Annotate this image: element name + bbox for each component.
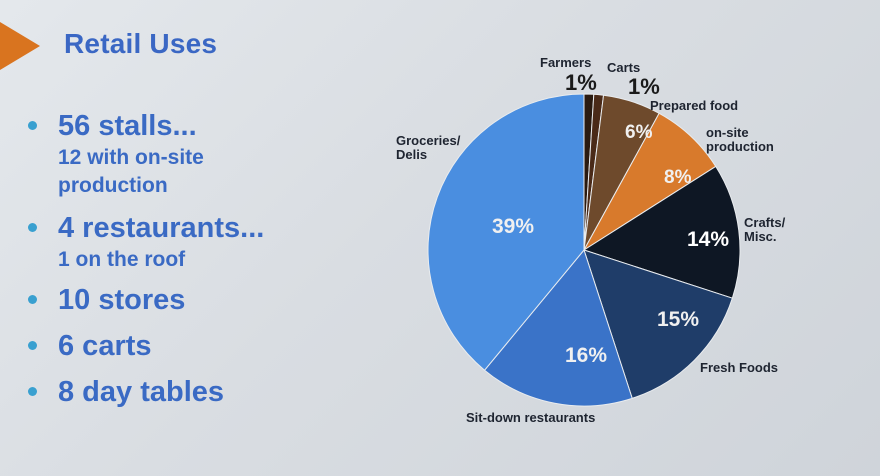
bullet-dot <box>28 121 37 130</box>
pie-slice-fresh-foods <box>583 249 733 399</box>
bullet-sub: production <box>58 174 168 197</box>
pie-value-label: 15% <box>657 308 699 331</box>
pie-category-label: Carts <box>607 60 640 75</box>
pie-value-label: 1% <box>628 74 660 99</box>
pie-slice-groceries-delis <box>427 93 585 371</box>
slide-title: Retail Uses <box>64 28 218 59</box>
pie-value-label: 8% <box>664 167 692 188</box>
title-arrow <box>0 22 40 70</box>
pie-value-label: 16% <box>565 344 607 367</box>
pie-category-label: Farmers <box>540 55 591 70</box>
pie-value-label: 6% <box>625 122 653 143</box>
pie-value-label: 39% <box>492 215 534 238</box>
pie-category-label: Groceries/Delis <box>396 133 461 162</box>
pie-value-label: 1% <box>565 70 597 95</box>
bullet-dot <box>28 341 37 350</box>
pie-category-label: Prepared food <box>650 98 738 113</box>
bullet-carts: 6 carts <box>22 328 362 364</box>
pie-category-label: Sit-down restaurants <box>466 410 595 425</box>
bullet-main: 6 carts <box>58 330 152 362</box>
bullet-stores: 10 stores <box>22 282 362 318</box>
bullet-main: 4 restaurants... <box>58 212 265 244</box>
bullet-day-tables: 8 day tables <box>22 374 362 410</box>
bullet-main: 8 day tables <box>58 376 225 408</box>
pie-category-label: Crafts/Misc. <box>744 215 786 244</box>
pie-slices <box>427 93 741 407</box>
bullet-dot <box>28 295 37 304</box>
pie-slice-crafts-misc <box>582 165 741 299</box>
pie-category-label: Fresh Foods <box>700 360 778 375</box>
bullet-stalls: 56 stalls... 12 with on-site production <box>22 108 362 200</box>
bullet-restaurants: 4 restaurants... 1 on the roof <box>22 210 362 274</box>
bullet-list: 56 stalls... 12 with on-site production … <box>22 108 362 410</box>
pie-category-label: on-site production <box>706 125 774 154</box>
bullet-sub: 1 on the roof <box>58 248 186 271</box>
bullet-sub: 12 with on-site <box>58 146 204 169</box>
pie-value-label: 14% <box>687 228 729 251</box>
bullet-main: 56 stalls... <box>58 110 197 142</box>
bullet-dot <box>28 223 37 232</box>
pie-slice-sit-down-restaurants <box>483 248 633 407</box>
bullet-dot <box>28 387 37 396</box>
bullet-main: 10 stores <box>58 284 186 316</box>
